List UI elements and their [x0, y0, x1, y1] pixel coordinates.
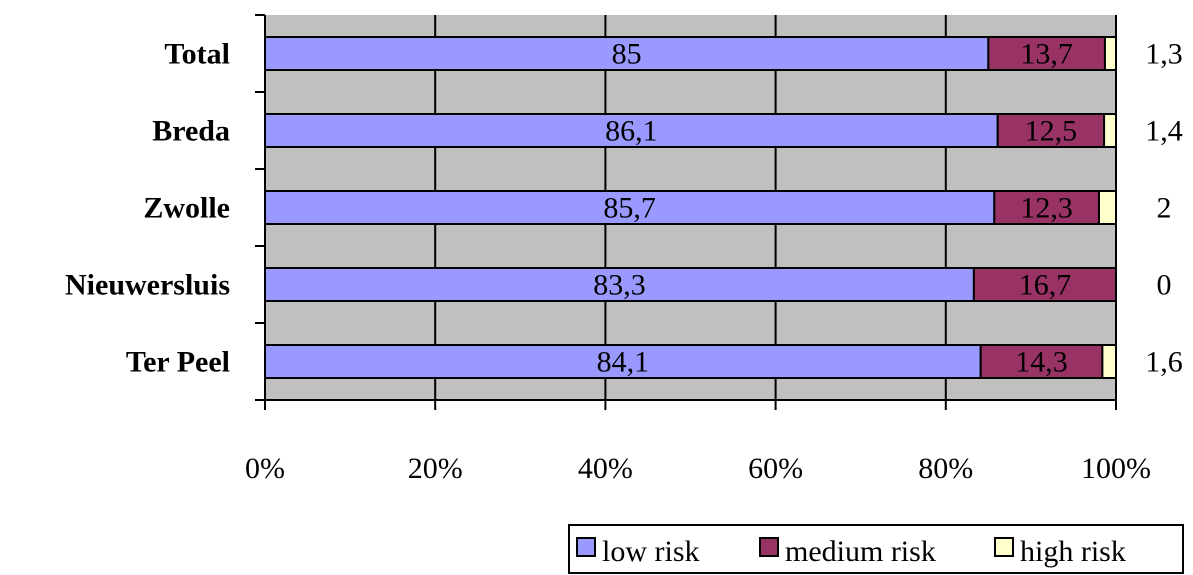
legend-swatch-low-risk: [576, 537, 596, 557]
axes: [255, 14, 1117, 410]
data-label-low-risk-total: 85: [612, 38, 642, 71]
legend-label-high-risk: high risk: [1020, 535, 1126, 568]
bar-high-risk-zwolle: [1097, 190, 1117, 225]
legend-label-low-risk: low risk: [602, 535, 700, 568]
legend-swatch-medium-risk: [759, 537, 779, 557]
data-label-high-risk-breda: 1,4: [1145, 115, 1183, 148]
data-label-high-risk-zwolle: 2: [1157, 192, 1172, 225]
data-label-high-risk-ter-peel: 1,6: [1145, 346, 1183, 379]
category-label-zwolle: Zwolle: [143, 192, 230, 225]
category-label-ter-peel: Ter Peel: [126, 346, 230, 379]
data-label-high-risk-total: 1,3: [1145, 38, 1183, 71]
x-tick-label: 100%: [1081, 452, 1151, 485]
legend: low risk medium risk high risk: [568, 524, 1184, 574]
bar-high-risk-total: [1103, 36, 1118, 71]
legend-box: [568, 524, 1184, 574]
data-label-low-risk-ter-peel: 84,1: [597, 346, 650, 379]
x-tick-label: 80%: [918, 452, 973, 485]
bar-high-risk-breda: [1103, 113, 1118, 148]
legend-label-medium-risk: medium risk: [785, 535, 936, 568]
data-label-low-risk-nieuwersluis: 83,3: [593, 269, 646, 302]
data-label-medium-risk-total: 13,7: [1020, 38, 1073, 71]
bar-low-risk-zwolle: [264, 190, 996, 225]
data-label-high-risk-nieuwersluis: 0: [1157, 269, 1172, 302]
data-label-low-risk-zwolle: 85,7: [603, 192, 656, 225]
bar-medium-risk-nieuwersluis: [972, 267, 1117, 302]
x-tick-label: 40%: [578, 452, 633, 485]
data-label-low-risk-breda: 86,1: [605, 115, 658, 148]
x-tick-label: 20%: [408, 452, 463, 485]
data-label-medium-risk-nieuwersluis: 16,7: [1019, 269, 1072, 302]
bar-medium-risk-total: [987, 36, 1106, 71]
bar-high-risk-ter-peel: [1101, 344, 1118, 379]
legend-swatch-high-risk: [994, 537, 1014, 557]
category-label-total: Total: [164, 38, 230, 71]
x-tick-label: 60%: [748, 452, 803, 485]
labels: 85 13,7 1,3 Total 86,1 12,5 1,4 Breda 85,7 12,3 2 Z…: [65, 38, 1183, 486]
data-label-medium-risk-zwolle: 12,3: [1020, 192, 1073, 225]
data-label-medium-risk-breda: 12,5: [1025, 115, 1078, 148]
bar-low-risk-nieuwersluis: [264, 267, 975, 302]
category-label-nieuwersluis: Nieuwersluis: [65, 269, 230, 302]
category-label-breda: Breda: [152, 115, 230, 148]
x-tick-label: 0%: [245, 452, 285, 485]
bar-medium-risk-ter-peel: [979, 344, 1104, 379]
data-label-medium-risk-ter-peel: 14,3: [1015, 346, 1068, 379]
